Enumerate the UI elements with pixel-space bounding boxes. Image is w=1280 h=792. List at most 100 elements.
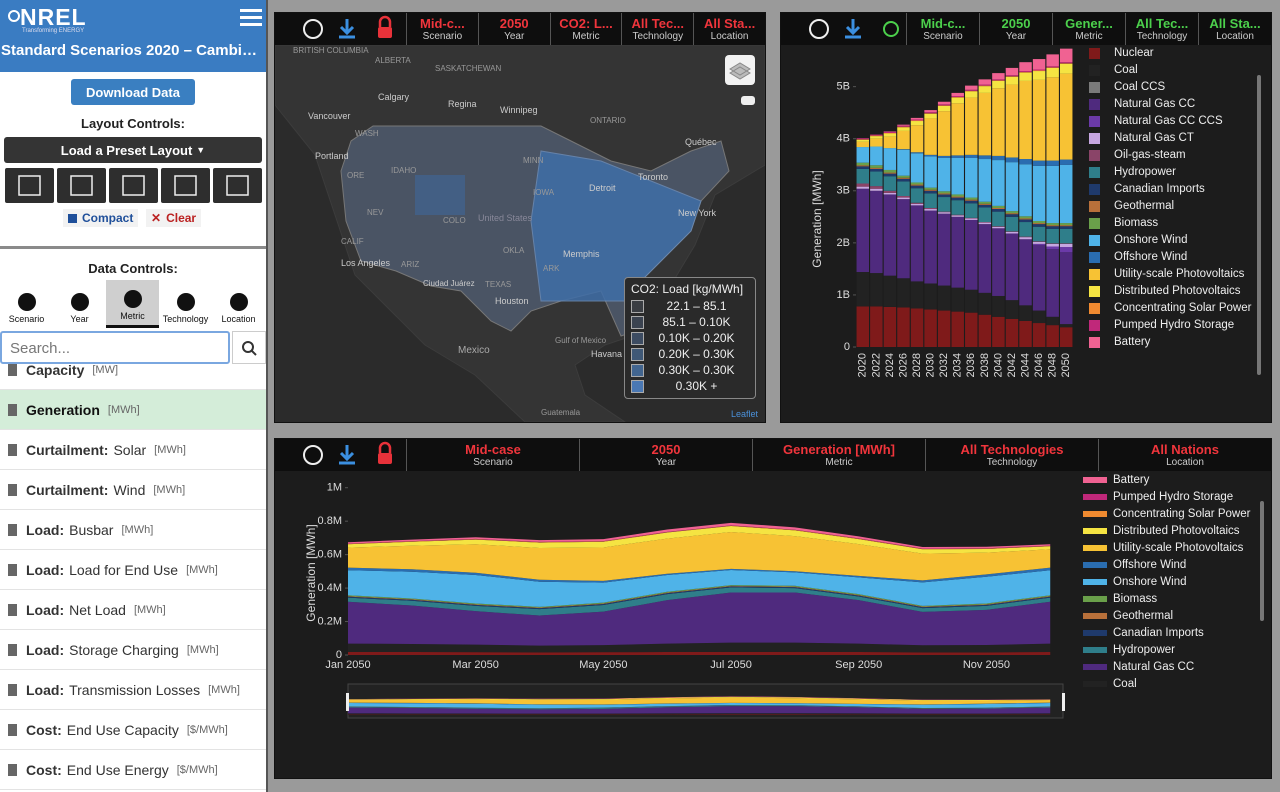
range-area	[348, 697, 1051, 705]
legend-label: Distributed Photovoltaics	[1114, 285, 1241, 297]
bar-segment	[978, 314, 992, 347]
metric-item[interactable]: Load: Load for End Use [MWh]	[0, 550, 266, 590]
metric-item[interactable]: Capacity [MW]	[0, 364, 266, 390]
bar-segment	[937, 285, 951, 311]
bar-segment	[870, 171, 883, 187]
layout-button[interactable]	[161, 168, 210, 203]
header-section[interactable]: Mid-c... Scenario	[906, 13, 979, 45]
x-tick-label: Mar 2050	[452, 659, 498, 671]
bar-segment	[897, 178, 910, 182]
tab[interactable]: Location	[212, 280, 265, 328]
bar-segment	[897, 196, 910, 198]
bar-segment	[978, 155, 992, 160]
bar-segment	[870, 167, 883, 169]
bar-segment	[870, 306, 883, 347]
bar-segment	[910, 308, 924, 347]
header-section[interactable]: All Tec... Technology	[621, 13, 693, 45]
preset-dropdown[interactable]: Load a Preset Layout ▼	[4, 137, 262, 163]
view-icon	[303, 19, 323, 39]
area-chart: 0 0.2M 0.4M 0.6M 0.8M 1M Generation [MWh] Jan 2…	[304, 474, 1264, 719]
map-label: Gulf of Mexico	[555, 336, 607, 345]
bar-segment	[1046, 243, 1059, 247]
header-section[interactable]: All Sta... Location	[1198, 13, 1271, 45]
compact-button[interactable]: Compact	[63, 209, 139, 227]
layout-button[interactable]	[213, 168, 262, 203]
tab-label: Year	[70, 314, 89, 324]
bar-segment	[924, 189, 937, 191]
metric-item[interactable]: Load: Net Load [MWh]	[0, 590, 266, 630]
metric-list: Capacity [MW] Generation [MWh] Curtailment: S…	[0, 364, 266, 792]
map-labels: BRITISH COLUMBIA ALBERTA SASKATCHEWAN Ca…	[293, 46, 759, 419]
bar-segment	[951, 287, 964, 312]
area	[348, 642, 1051, 653]
metric-item[interactable]: Load: Storage Charging [MWh]	[0, 630, 266, 670]
bar-segment	[870, 135, 883, 137]
legend-swatch	[1089, 252, 1100, 263]
layout-button[interactable]	[109, 168, 158, 203]
metric-group: Cost:	[26, 761, 62, 778]
metric-item[interactable]: Cost: End Use Capacity [$/MWh]	[0, 710, 266, 750]
download-button[interactable]: Download Data	[71, 79, 195, 105]
metric-icon	[8, 563, 17, 576]
header-section[interactable]: 2050 Year	[477, 13, 550, 45]
header-section[interactable]: All Tec... Technology	[1125, 13, 1198, 45]
metric-item[interactable]: Load: Busbar [MWh]	[0, 510, 266, 550]
map-label: Vancouver	[308, 111, 350, 121]
header-label: Year	[504, 30, 525, 42]
metric-unit: [MWh]	[186, 643, 219, 656]
metric-item[interactable]: Load: Transmission Losses [MWh]	[0, 670, 266, 710]
tab[interactable]: Year	[53, 280, 106, 328]
metric-item[interactable]: Curtailment: Solar [MWh]	[0, 430, 266, 470]
bar-segment	[910, 205, 924, 282]
header-section[interactable]: Generation [MWh] Metric	[752, 439, 925, 471]
bar-segment	[937, 194, 951, 198]
metric-unit: [MWh]	[121, 523, 154, 536]
header-section[interactable]: All Nations Location	[1098, 439, 1271, 471]
target-icon	[883, 21, 899, 37]
header-section[interactable]: Mid-case Scenario	[406, 439, 579, 471]
bar-segment	[856, 186, 870, 189]
tab[interactable]: Technology	[159, 280, 212, 328]
bar-segment	[897, 175, 910, 178]
bar-segment	[910, 202, 924, 204]
menu-button[interactable]	[240, 8, 262, 28]
bar-segment	[910, 203, 924, 206]
attribution[interactable]: Leaflet	[731, 409, 759, 419]
bar-segment	[1019, 80, 1032, 160]
bar-segment	[856, 188, 870, 273]
bar-segment	[1019, 239, 1032, 306]
bar-segment	[924, 110, 937, 113]
layout-button[interactable]	[5, 168, 54, 203]
legend-label: Utility-scale Photovoltaics	[1113, 542, 1244, 554]
metric-item[interactable]: Generation [MWh]	[0, 390, 266, 430]
clear-button[interactable]: ✕ Clear	[146, 209, 202, 227]
header-section[interactable]: 2050 Year	[579, 439, 752, 471]
bar-segment	[897, 199, 910, 279]
bar-segment	[1046, 325, 1059, 347]
metric-item[interactable]: Curtailment: Wind [MWh]	[0, 470, 266, 510]
header-section[interactable]: All Technologies Technology	[925, 439, 1098, 471]
layout-button[interactable]	[57, 168, 106, 203]
bar-segment	[937, 212, 951, 214]
search-input[interactable]: Search...	[0, 331, 230, 364]
bar-segment	[951, 215, 964, 217]
tab[interactable]: Metric	[106, 280, 159, 328]
metric-item[interactable]: Cost: End Use Energy [$/MWh]	[0, 750, 266, 790]
header-section[interactable]: Mid-c... Scenario	[406, 13, 478, 45]
bar-segment	[883, 131, 897, 133]
bar-segment	[1032, 224, 1046, 227]
legend-label: Onshore Wind	[1113, 576, 1187, 588]
bar-segment	[1046, 249, 1059, 317]
header-section[interactable]: 2050 Year	[979, 13, 1052, 45]
download-icon	[339, 445, 355, 465]
header-section[interactable]: All Sta... Location	[693, 13, 765, 45]
header-section[interactable]: Gener... Metric	[1052, 13, 1125, 45]
search-button[interactable]	[232, 331, 266, 364]
bar-segment	[1059, 63, 1073, 64]
tab[interactable]: Scenario	[0, 280, 53, 328]
header-section[interactable]: CO2: L... Metric	[549, 13, 622, 45]
bar-segment	[897, 307, 910, 347]
bar-segment	[1059, 63, 1073, 74]
metric-group: Load:	[26, 561, 65, 578]
bar-segment	[978, 79, 992, 85]
